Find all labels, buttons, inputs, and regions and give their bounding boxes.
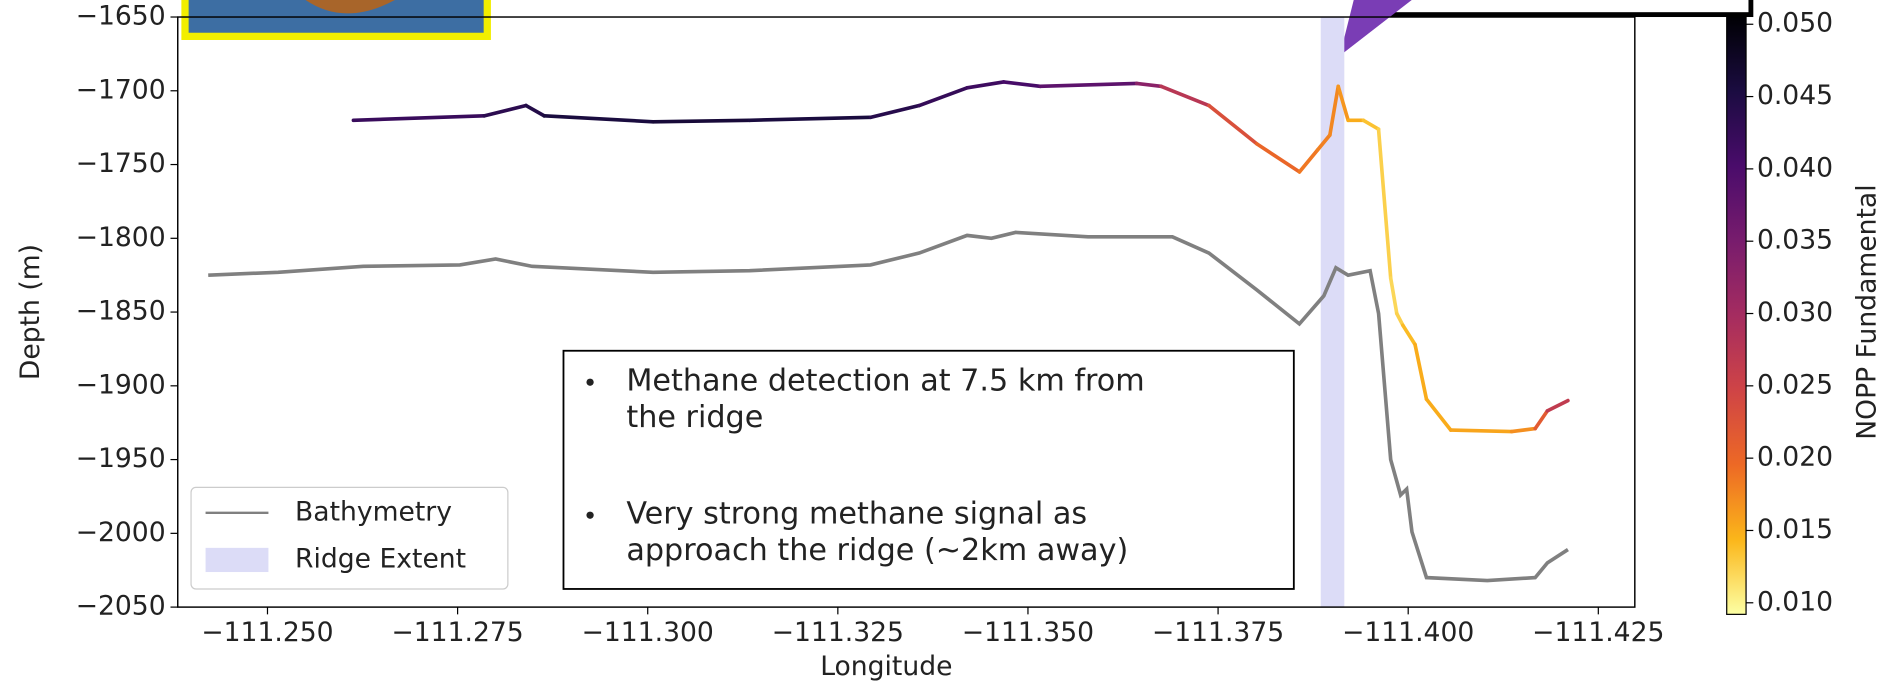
x-tick-label: −111.300: [582, 617, 714, 648]
note-text: Methane detection at 7.5 km from: [626, 364, 1144, 399]
y-tick-label: −1950: [76, 443, 166, 474]
colorbar-tick-label: 0.050: [1757, 8, 1833, 39]
track-segment: [1209, 106, 1257, 144]
x-tick-label: −111.425: [1532, 617, 1664, 648]
track-segment: [544, 116, 653, 122]
bullet: [586, 512, 593, 519]
track-segment: [1257, 144, 1300, 172]
track-segment: [1004, 82, 1041, 86]
y-axis-label: Depth (m): [15, 244, 46, 380]
colorbar-tick-label: 0.045: [1757, 80, 1833, 111]
y-tick-label: −1900: [76, 369, 166, 400]
y-tick-label: −2050: [76, 591, 166, 622]
track-segment: [750, 117, 871, 120]
track-segment: [653, 120, 750, 121]
track-segment: [1397, 314, 1403, 326]
colorbar: [1727, 17, 1746, 614]
legend-label: Ridge Extent: [295, 543, 466, 574]
track-segment: [871, 106, 920, 118]
x-tick-label: −111.375: [1152, 617, 1284, 648]
x-tick-label: −111.325: [772, 617, 904, 648]
callout-box: [1357, 0, 1751, 15]
track-segment: [1391, 278, 1397, 313]
ridge-span: [1321, 17, 1345, 607]
legend-patch: [206, 548, 269, 572]
track-segment: [1451, 430, 1512, 431]
x-tick-label: −111.250: [201, 617, 333, 648]
track-segment: [1040, 83, 1137, 86]
colorbar-tick-label: 0.030: [1757, 297, 1833, 328]
y-tick-label: −1850: [76, 296, 166, 327]
track-segment: [526, 106, 544, 116]
y-tick-label: −1800: [76, 222, 166, 253]
track-segment: [1379, 129, 1391, 278]
y-tick-label: −1750: [76, 148, 166, 179]
track-segment: [1535, 411, 1547, 429]
colorbar-tick-label: 0.010: [1757, 586, 1833, 617]
track-segment: [1512, 429, 1536, 432]
y-tick-label: −1650: [76, 1, 166, 32]
track-segment: [1363, 120, 1378, 129]
track-segment: [484, 106, 526, 116]
x-axis-label: Longitude: [820, 651, 952, 682]
y-tick-label: −2000: [76, 517, 166, 548]
track-segment: [1547, 401, 1568, 411]
colorbar-tick-label: 0.020: [1757, 442, 1833, 473]
track-segment: [1403, 325, 1415, 344]
note-text: the ridge: [626, 400, 763, 435]
x-tick-label: −111.275: [391, 617, 523, 648]
chart: Longitude Depth (m) NOPP Fundamental −16…: [0, 0, 1896, 687]
track-segment: [967, 82, 1004, 88]
bullet: [586, 379, 593, 386]
track-segment: [1415, 345, 1426, 400]
legend-label: Bathymetry: [295, 496, 452, 527]
track-segment: [353, 116, 484, 120]
colorbar-tick-label: 0.040: [1757, 152, 1833, 183]
track-segment: [919, 88, 967, 106]
x-tick-label: −111.350: [962, 617, 1094, 648]
colorbar-tick-label: 0.025: [1757, 369, 1833, 400]
track-segment: [1299, 150, 1317, 172]
colorbar-tick-label: 0.035: [1757, 225, 1833, 256]
y-tick-label: −1700: [76, 74, 166, 105]
track-segment: [1137, 83, 1161, 86]
colorbar-tick-label: 0.015: [1757, 514, 1833, 545]
note-text: Very strong methane signal as: [626, 497, 1087, 532]
track-segment: [1161, 86, 1209, 105]
note-text: approach the ridge (~2km away): [626, 533, 1128, 568]
x-tick-label: −111.400: [1342, 617, 1474, 648]
colorbar-label: NOPP Fundamental: [1852, 184, 1883, 439]
track-segment: [1426, 399, 1450, 430]
